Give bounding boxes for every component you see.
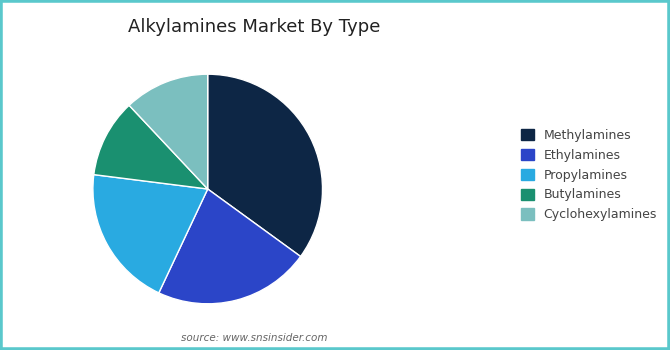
Wedge shape bbox=[159, 189, 301, 304]
Legend: Methylamines, Ethylamines, Propylamines, Butylamines, Cyclohexylamines: Methylamines, Ethylamines, Propylamines,… bbox=[521, 129, 657, 221]
Wedge shape bbox=[208, 74, 322, 257]
Wedge shape bbox=[94, 105, 208, 189]
Wedge shape bbox=[93, 175, 208, 293]
Text: source: www.snsinsider.com: source: www.snsinsider.com bbox=[182, 333, 328, 343]
Text: Alkylamines Market By Type: Alkylamines Market By Type bbox=[129, 18, 381, 35]
Wedge shape bbox=[129, 74, 208, 189]
